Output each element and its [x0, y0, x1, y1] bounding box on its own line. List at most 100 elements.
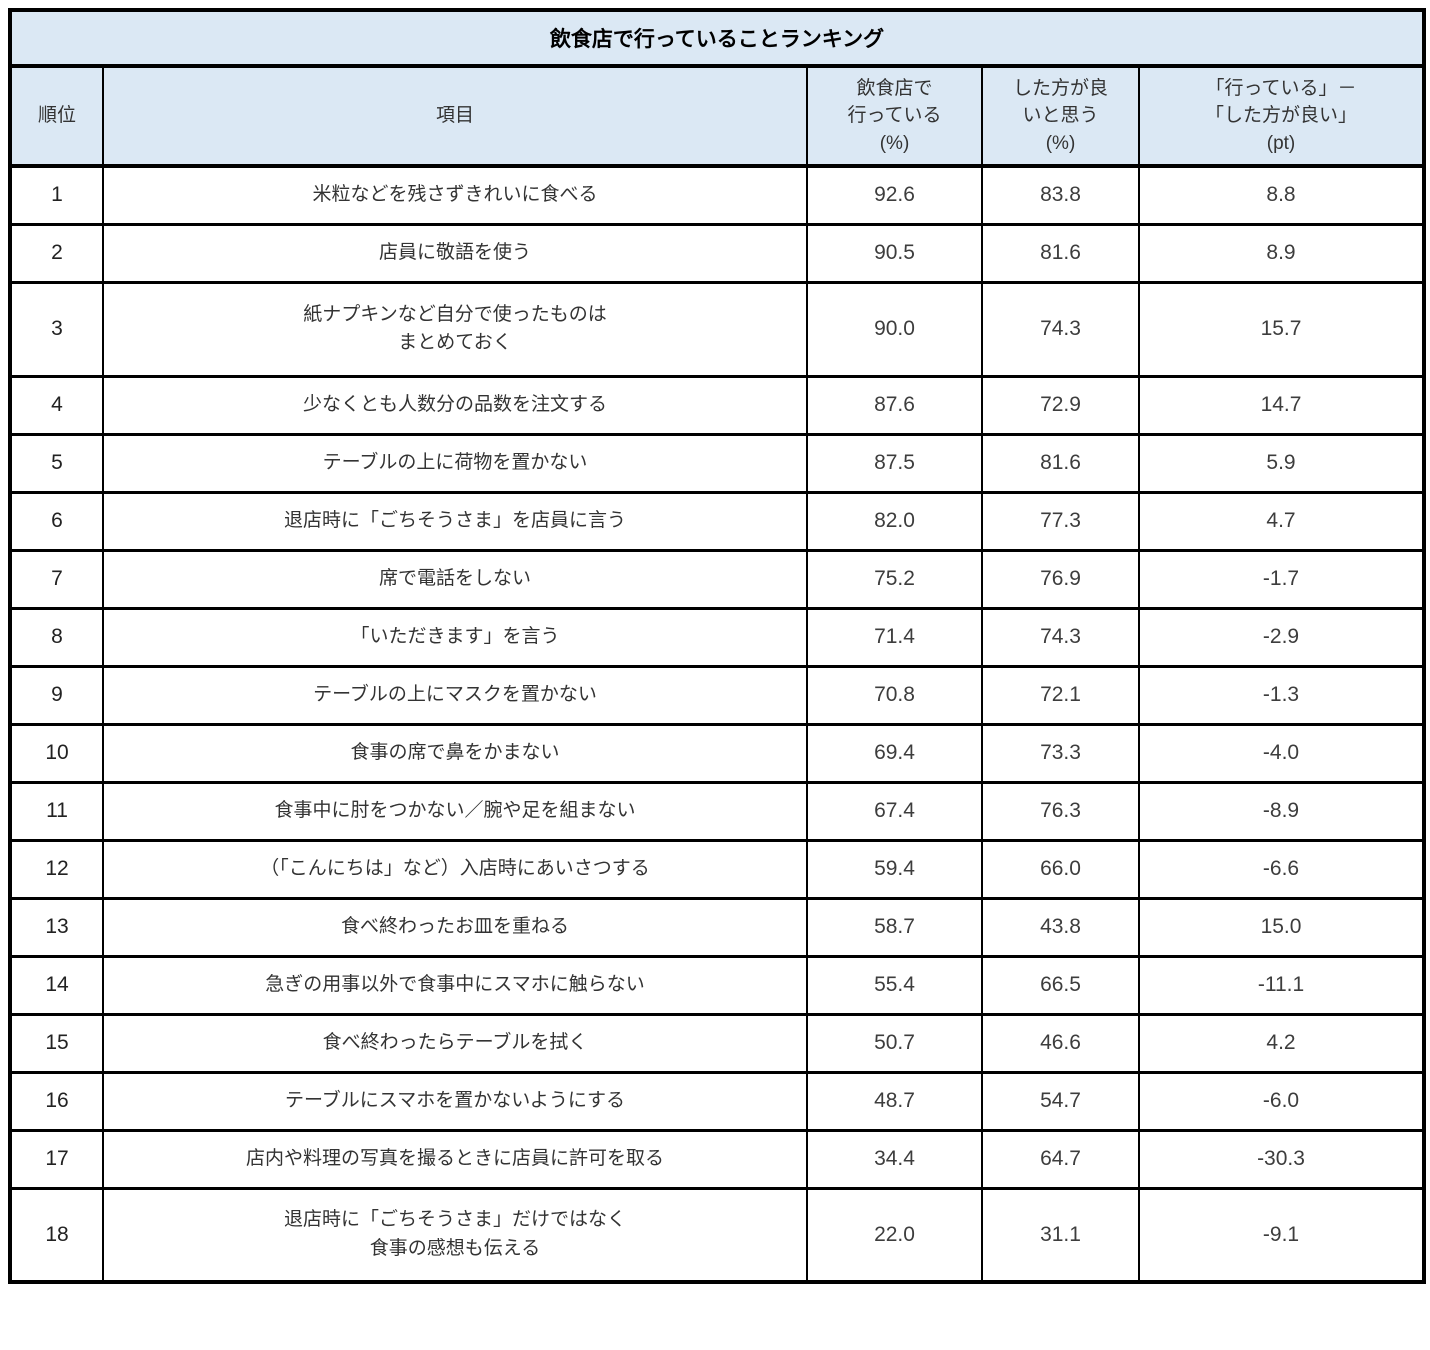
col-header-doing: 飲食店で 行っている (%): [806, 64, 983, 168]
rank-cell: 17: [9, 1128, 104, 1190]
diff-value-cell: -2.9: [1137, 606, 1426, 668]
rank-cell: 10: [9, 722, 104, 784]
diff-value-cell: 15.7: [1137, 280, 1426, 378]
should-value-cell: 77.3: [981, 490, 1140, 552]
item-cell: 「いただきます」を言う: [102, 606, 808, 668]
rank-cell: 15: [9, 1012, 104, 1074]
diff-value-cell: -8.9: [1137, 780, 1426, 842]
item-cell: 食事中に肘をつかない／腕や足を組まない: [102, 780, 808, 842]
doing-value-cell: 22.0: [806, 1186, 983, 1284]
item-cell: テーブルの上に荷物を置かない: [102, 432, 808, 494]
table-row: 1 米粒などを残さずきれいに食べる 92.6 83.8 8.8: [9, 164, 1426, 226]
item-cell: 食べ終わったお皿を重ねる: [102, 896, 808, 958]
col-header-rank: 順位: [9, 64, 104, 168]
table-row: 7 席で電話をしない 75.2 76.9 -1.7: [9, 548, 1426, 610]
rank-cell: 11: [9, 780, 104, 842]
diff-value-cell: 15.0: [1137, 896, 1426, 958]
table-row: 11 食事中に肘をつかない／腕や足を組まない 67.4 76.3 -8.9: [9, 780, 1426, 842]
rank-cell: 2: [9, 222, 104, 284]
rank-cell: 9: [9, 664, 104, 726]
table-row: 18 退店時に「ごちそうさま」だけではなく 食事の感想も伝える 22.0 31.…: [9, 1186, 1426, 1284]
doing-value-cell: 92.6: [806, 164, 983, 226]
rank-cell: 1: [9, 164, 104, 226]
ranking-table: 飲食店で行っていることランキング 順位 項目 飲食店で 行っている (%) した…: [8, 8, 1427, 1284]
diff-value-cell: -9.1: [1137, 1186, 1426, 1284]
table-row: 14 急ぎの用事以外で食事中にスマホに触らない 55.4 66.5 -11.1: [9, 954, 1426, 1016]
table-row: 15 食べ終わったらテーブルを拭く 50.7 46.6 4.2: [9, 1012, 1426, 1074]
table-row: 6 退店時に「ごちそうさま」を店員に言う 82.0 77.3 4.7: [9, 490, 1426, 552]
should-value-cell: 72.1: [981, 664, 1140, 726]
diff-value-cell: 4.2: [1137, 1012, 1426, 1074]
should-value-cell: 73.3: [981, 722, 1140, 784]
doing-value-cell: 48.7: [806, 1070, 983, 1132]
rank-cell: 12: [9, 838, 104, 900]
doing-value-cell: 90.0: [806, 280, 983, 378]
should-value-cell: 72.9: [981, 374, 1140, 436]
page: 飲食店で行っていることランキング 順位 項目 飲食店で 行っている (%) した…: [8, 8, 1427, 1284]
rank-cell: 4: [9, 374, 104, 436]
should-value-cell: 64.7: [981, 1128, 1140, 1190]
doing-value-cell: 87.6: [806, 374, 983, 436]
doing-value-cell: 58.7: [806, 896, 983, 958]
should-value-cell: 81.6: [981, 432, 1140, 494]
should-value-cell: 54.7: [981, 1070, 1140, 1132]
item-cell: 店内や料理の写真を撮るときに店員に許可を取る: [102, 1128, 808, 1190]
should-value-cell: 74.3: [981, 606, 1140, 668]
table-row: 9 テーブルの上にマスクを置かない 70.8 72.1 -1.3: [9, 664, 1426, 726]
diff-value-cell: -4.0: [1137, 722, 1426, 784]
rank-cell: 14: [9, 954, 104, 1016]
should-value-cell: 83.8: [981, 164, 1140, 226]
table-row: 12 （「こんにちは」など）入店時にあいさつする 59.4 66.0 -6.6: [9, 838, 1426, 900]
col-header-diff: 「行っている」－ 「した方が良い」 (pt): [1137, 64, 1426, 168]
should-value-cell: 74.3: [981, 280, 1140, 378]
diff-value-cell: -30.3: [1137, 1128, 1426, 1190]
table-row: 16 テーブルにスマホを置かないようにする 48.7 54.7 -6.0: [9, 1070, 1426, 1132]
doing-value-cell: 87.5: [806, 432, 983, 494]
rank-cell: 13: [9, 896, 104, 958]
should-value-cell: 76.9: [981, 548, 1140, 610]
doing-value-cell: 55.4: [806, 954, 983, 1016]
rank-cell: 16: [9, 1070, 104, 1132]
rank-cell: 8: [9, 606, 104, 668]
item-cell: 食事の席で鼻をかまない: [102, 722, 808, 784]
table-row: 17 店内や料理の写真を撮るときに店員に許可を取る 34.4 64.7 -30.…: [9, 1128, 1426, 1190]
rank-cell: 5: [9, 432, 104, 494]
doing-value-cell: 70.8: [806, 664, 983, 726]
doing-value-cell: 67.4: [806, 780, 983, 842]
col-header-should: した方が良 いと思う (%): [981, 64, 1140, 168]
should-value-cell: 46.6: [981, 1012, 1140, 1074]
table-row: 5 テーブルの上に荷物を置かない 87.5 81.6 5.9: [9, 432, 1426, 494]
item-cell: 店員に敬語を使う: [102, 222, 808, 284]
diff-value-cell: 14.7: [1137, 374, 1426, 436]
should-value-cell: 43.8: [981, 896, 1140, 958]
item-cell: 退店時に「ごちそうさま」を店員に言う: [102, 490, 808, 552]
should-value-cell: 66.5: [981, 954, 1140, 1016]
rank-cell: 18: [9, 1186, 104, 1284]
table-title: 飲食店で行っていることランキング: [8, 8, 1426, 68]
table-row: 8 「いただきます」を言う 71.4 74.3 -2.9: [9, 606, 1426, 668]
item-cell: テーブルの上にマスクを置かない: [102, 664, 808, 726]
table-row: 13 食べ終わったお皿を重ねる 58.7 43.8 15.0: [9, 896, 1426, 958]
table-row: 4 少なくとも人数分の品数を注文する 87.6 72.9 14.7: [9, 374, 1426, 436]
rank-cell: 6: [9, 490, 104, 552]
item-cell: 席で電話をしない: [102, 548, 808, 610]
doing-value-cell: 34.4: [806, 1128, 983, 1190]
diff-value-cell: 8.9: [1137, 222, 1426, 284]
item-cell: 米粒などを残さずきれいに食べる: [102, 164, 808, 226]
rank-cell: 3: [9, 280, 104, 378]
item-cell: 急ぎの用事以外で食事中にスマホに触らない: [102, 954, 808, 1016]
table-row: 2 店員に敬語を使う 90.5 81.6 8.9: [9, 222, 1426, 284]
header-row: 順位 項目 飲食店で 行っている (%) した方が良 いと思う (%) 「行って…: [9, 64, 1426, 168]
doing-value-cell: 69.4: [806, 722, 983, 784]
doing-value-cell: 71.4: [806, 606, 983, 668]
col-header-item: 項目: [102, 64, 808, 168]
diff-value-cell: -11.1: [1137, 954, 1426, 1016]
doing-value-cell: 82.0: [806, 490, 983, 552]
table-row: 3 紙ナプキンなど自分で使ったものは まとめておく 90.0 74.3 15.7: [9, 280, 1426, 378]
doing-value-cell: 90.5: [806, 222, 983, 284]
diff-value-cell: -1.7: [1137, 548, 1426, 610]
should-value-cell: 81.6: [981, 222, 1140, 284]
title-row: 飲食店で行っていることランキング: [8, 8, 1426, 68]
diff-value-cell: -6.6: [1137, 838, 1426, 900]
rank-cell: 7: [9, 548, 104, 610]
